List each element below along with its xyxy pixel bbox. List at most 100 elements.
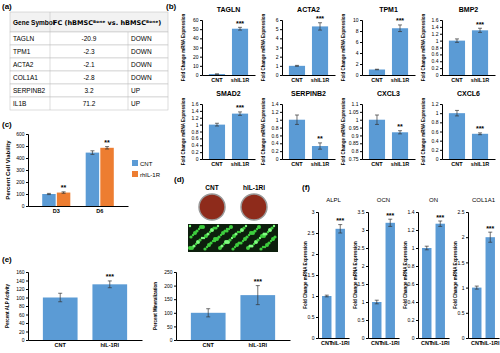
bar [92,284,127,340]
y-tick-mark [26,194,28,195]
error-bar [478,28,482,32]
x-axis: CNThIL-1RI [369,338,401,346]
y-tick: 160 [16,269,28,275]
y-tick-label: 200 [164,283,173,289]
y-tick-mark [200,138,202,139]
y-tick-mark [366,338,368,339]
well-image [199,194,225,220]
table: Gene SymbolFC (hBMSCᴮᵒⁿᵉ vs. hBMSCᴮᵒⁿᵉ)T… [10,12,168,110]
y-axis: 00.20.40.60.811.21.4 [272,101,283,162]
y-tick-mark [174,326,176,327]
y-axis: 0102030405060 [193,17,203,78]
y-tick-label: 100 [16,191,25,197]
y-axis-title: Fold Change mRNA Expression [341,13,346,81]
error-bar-cap [47,193,51,194]
x-tick-label: CNT [211,77,223,83]
x-tick-label: shIL1R [311,77,329,83]
fluorescence-spot [198,238,201,241]
y-tick: 1 [312,293,318,299]
y-tick-label: 2 [462,234,465,240]
y-tick: 0 [462,335,468,341]
table-cell: COL1A1 [13,74,38,81]
y-tick: 0 [312,335,318,341]
table-header-bg [10,12,168,32]
x-tick-label: shIL1R [231,161,249,167]
fluorescence-spot [220,244,223,247]
y-tick: 0.2 [432,65,442,71]
fluorescence-spot [224,240,228,244]
x-tick: CNT [211,75,223,83]
bar [369,70,385,76]
bar [57,193,70,206]
bar [312,26,328,75]
y-tick: 40 [193,35,202,41]
y-tick: 0 [362,335,368,341]
plot-area [369,25,408,75]
y-tick: 0.8 [432,119,442,125]
error-bar-cap [206,316,210,317]
error-bar-stem [257,286,258,305]
y-tick-mark [440,27,442,28]
y-tick-mark [360,135,362,136]
y-axis-line [26,135,29,207]
y-tick: 3 [362,227,368,233]
fluorescence-spot [248,244,251,247]
y-tick: 1.5 [308,272,318,278]
plot-area [372,219,395,338]
y-tick-label: 5 [276,26,279,32]
chart-title: CXCL3 [377,90,400,97]
y-tick-label: 120 [16,286,25,292]
bar [369,120,385,159]
y-axis-line [174,273,177,341]
panel-label: (e) [2,255,12,264]
y-tick-label: 0 [436,156,439,162]
bar-chart: 00.20.40.60.811.21.41.6CNTshIL1R***BMP2F… [421,6,495,83]
y-tick-mark [280,112,282,113]
y-tick: 0.9 [352,133,362,139]
error-bar [90,151,94,155]
bar [372,302,381,338]
y-tick: 1.2 [408,227,418,233]
error-bar [295,65,299,67]
table-header: Gene Symbol [13,19,55,27]
chart-title: SERPINB2 [291,90,326,97]
error-bar-cap [375,300,379,301]
y-tick-label: 6 [356,39,359,45]
significance: *** [316,15,324,22]
fluorescence-spot [223,229,226,232]
fluorescence-spot [245,225,247,227]
table-row [10,32,168,45]
y-axis-title: Fold Change mRNA Expression [261,97,266,165]
y-tick-mark [440,113,442,114]
y-tick: 60 [193,17,202,23]
error-bar-cap [375,124,379,125]
y-tick: 50 [167,324,176,330]
error-bar [215,123,219,126]
y-tick-mark [366,284,368,285]
y-tick: 0.6 [272,133,282,139]
y-tick: 0.5 [458,310,468,316]
y-axis-title: Percent ALP Activity [5,284,10,328]
error-bar [438,221,442,226]
x-tick: shIL1R [311,75,329,83]
y-tick-label: 1.4 [192,108,199,114]
error-bar-cap [215,74,219,75]
y-tick-mark [316,296,318,297]
y-tick-label: 50 [167,324,173,330]
x-tick: CNT [451,75,463,83]
y-tick-mark [280,66,282,67]
error-bar-stem [440,221,441,226]
plot-area [449,110,488,159]
y-tick-label: 2.5 [308,230,315,236]
y-tick: 1 [276,63,282,69]
y-tick: 20 [19,329,28,335]
x-axis-line [469,338,500,339]
error-bar-cap [375,115,379,116]
y-tick-label: 10 [193,63,199,69]
error-bar-cap [455,115,459,116]
table-cell: 71.2 [83,100,96,107]
error-bar-cap [295,66,299,67]
y-tick-mark [360,151,362,152]
y-tick-label: 0.8 [432,45,439,51]
y-tick: 400 [16,155,28,161]
